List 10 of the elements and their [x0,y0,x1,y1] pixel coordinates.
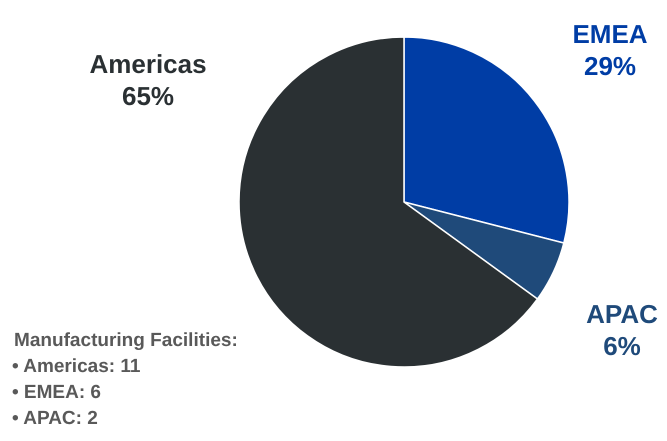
slice-label: EMEA [572,19,648,49]
data-label: 29% [584,51,636,81]
text: • Americas: 11 [12,356,141,377]
slice-label: APAC [586,299,658,329]
data-label: 65% [122,81,174,111]
text: • EMEA: 6 [12,382,101,403]
data-label: 6% [603,331,641,361]
slice-label: Americas [89,49,207,79]
text: Manufacturing Facilities: [14,330,238,351]
text: • APAC: 2 [12,408,98,429]
